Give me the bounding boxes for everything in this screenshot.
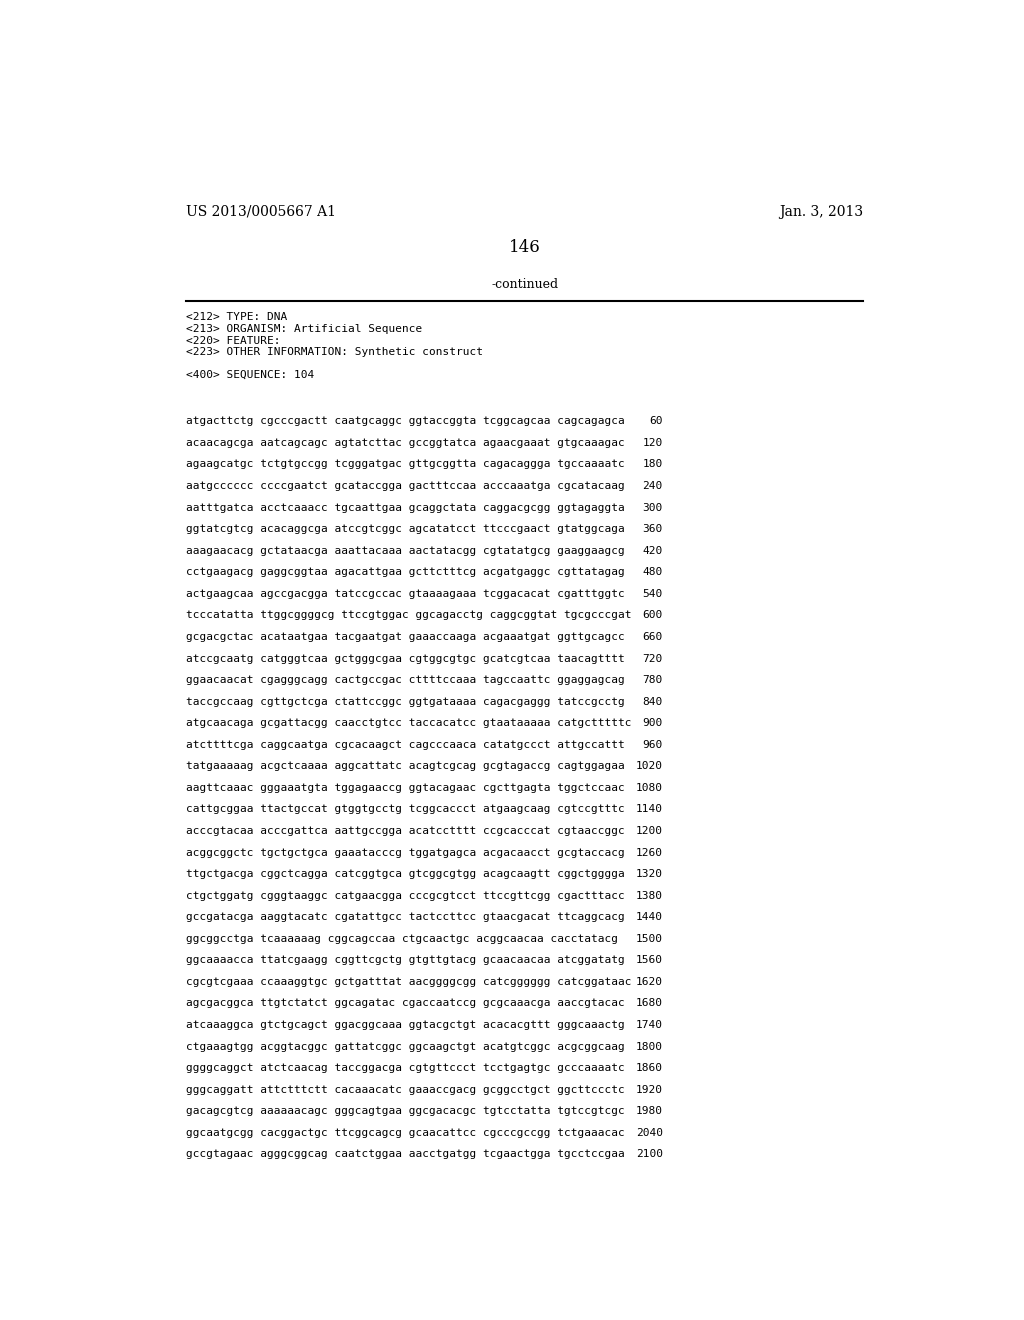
Text: agaagcatgc tctgtgccgg tcgggatgac gttgcggtta cagacaggga tgccaaaatc: agaagcatgc tctgtgccgg tcgggatgac gttgcgg… [186, 459, 625, 470]
Text: atcttttcga caggcaatga cgcacaagct cagcccaaca catatgccct attgccattt: atcttttcga caggcaatga cgcacaagct cagccca… [186, 739, 625, 750]
Text: 1620: 1620 [636, 977, 663, 987]
Text: 1260: 1260 [636, 847, 663, 858]
Text: 780: 780 [642, 675, 663, 685]
Text: aagttcaaac gggaaatgta tggagaaccg ggtacagaac cgcttgagta tggctccaac: aagttcaaac gggaaatgta tggagaaccg ggtacag… [186, 783, 625, 793]
Text: acccgtacaa acccgattca aattgccgga acatcctttt ccgcacccat cgtaaccggc: acccgtacaa acccgattca aattgccgga acatcct… [186, 826, 625, 836]
Text: acggcggctc tgctgctgca gaaatacccg tggatgagca acgacaacct gcgtaccacg: acggcggctc tgctgctgca gaaatacccg tggatga… [186, 847, 625, 858]
Text: gggcaggatt attctttctt cacaaacatc gaaaccgacg gcggcctgct ggcttccctc: gggcaggatt attctttctt cacaaacatc gaaaccg… [186, 1085, 625, 1094]
Text: taccgccaag cgttgctcga ctattccggc ggtgataaaa cagacgaggg tatccgcctg: taccgccaag cgttgctcga ctattccggc ggtgata… [186, 697, 625, 706]
Text: <212> TYPE: DNA: <212> TYPE: DNA [186, 313, 288, 322]
Text: 1860: 1860 [636, 1063, 663, 1073]
Text: 240: 240 [642, 480, 663, 491]
Text: ggcggcctga tcaaaaaag cggcagccaa ctgcaactgc acggcaacaa cacctatacg: ggcggcctga tcaaaaaag cggcagccaa ctgcaact… [186, 933, 618, 944]
Text: <213> ORGANISM: Artificial Sequence: <213> ORGANISM: Artificial Sequence [186, 323, 422, 334]
Text: 1080: 1080 [636, 783, 663, 793]
Text: <400> SEQUENCE: 104: <400> SEQUENCE: 104 [186, 370, 314, 380]
Text: Jan. 3, 2013: Jan. 3, 2013 [779, 205, 863, 219]
Text: 1740: 1740 [636, 1020, 663, 1030]
Text: gacagcgtcg aaaaaacagc gggcagtgaa ggcgacacgc tgtcctatta tgtccgtcgc: gacagcgtcg aaaaaacagc gggcagtgaa ggcgaca… [186, 1106, 625, 1117]
Text: actgaagcaa agccgacgga tatccgccac gtaaaagaaa tcggacacat cgatttggtc: actgaagcaa agccgacgga tatccgccac gtaaaag… [186, 589, 625, 599]
Text: 360: 360 [642, 524, 663, 535]
Text: 60: 60 [649, 416, 663, 426]
Text: 1020: 1020 [636, 762, 663, 771]
Text: atcaaaggca gtctgcagct ggacggcaaa ggtacgctgt acacacgttt gggcaaactg: atcaaaggca gtctgcagct ggacggcaaa ggtacgc… [186, 1020, 625, 1030]
Text: 540: 540 [642, 589, 663, 599]
Text: 1560: 1560 [636, 956, 663, 965]
Text: 1680: 1680 [636, 998, 663, 1008]
Text: 1500: 1500 [636, 933, 663, 944]
Text: 600: 600 [642, 610, 663, 620]
Text: 120: 120 [642, 438, 663, 447]
Text: acaacagcga aatcagcagc agtatcttac gccggtatca agaacgaaat gtgcaaagac: acaacagcga aatcagcagc agtatcttac gccggta… [186, 438, 625, 447]
Text: cattgcggaa ttactgccat gtggtgcctg tcggcaccct atgaagcaag cgtccgtttc: cattgcggaa ttactgccat gtggtgcctg tcggcac… [186, 804, 625, 814]
Text: ggcaaaacca ttatcgaagg cggttcgctg gtgttgtacg gcaacaacaa atcggatatg: ggcaaaacca ttatcgaagg cggttcgctg gtgttgt… [186, 956, 625, 965]
Text: US 2013/0005667 A1: US 2013/0005667 A1 [186, 205, 336, 219]
Text: ctgctggatg cgggtaaggc catgaacgga cccgcgtcct ttccgttcgg cgactttacc: ctgctggatg cgggtaaggc catgaacgga cccgcgt… [186, 891, 625, 900]
Text: agcgacggca ttgtctatct ggcagatac cgaccaatccg gcgcaaacga aaccgtacac: agcgacggca ttgtctatct ggcagatac cgaccaat… [186, 998, 625, 1008]
Text: ggggcaggct atctcaacag taccggacga cgtgttccct tcctgagtgc gcccaaaatc: ggggcaggct atctcaacag taccggacga cgtgttc… [186, 1063, 625, 1073]
Text: ctgaaagtgg acggtacggc gattatcggc ggcaagctgt acatgtcggc acgcggcaag: ctgaaagtgg acggtacggc gattatcggc ggcaagc… [186, 1041, 625, 1052]
Text: aatttgatca acctcaaacc tgcaattgaa gcaggctata caggacgcgg ggtagaggta: aatttgatca acctcaaacc tgcaattgaa gcaggct… [186, 503, 625, 512]
Text: 420: 420 [642, 545, 663, 556]
Text: gccgatacga aaggtacatc cgatattgcc tactccttcc gtaacgacat ttcaggcacg: gccgatacga aaggtacatc cgatattgcc tactcct… [186, 912, 625, 923]
Text: 660: 660 [642, 632, 663, 642]
Text: 180: 180 [642, 459, 663, 470]
Text: aaagaacacg gctataacga aaattacaaa aactatacgg cgtatatgcg gaaggaagcg: aaagaacacg gctataacga aaattacaaa aactata… [186, 545, 625, 556]
Text: 1920: 1920 [636, 1085, 663, 1094]
Text: ggaacaacat cgagggcagg cactgccgac cttttccaaa tagccaattc ggaggagcag: ggaacaacat cgagggcagg cactgccgac cttttcc… [186, 675, 625, 685]
Text: 1980: 1980 [636, 1106, 663, 1117]
Text: 2100: 2100 [636, 1150, 663, 1159]
Text: <220> FEATURE:: <220> FEATURE: [186, 335, 281, 346]
Text: 720: 720 [642, 653, 663, 664]
Text: gcgacgctac acataatgaa tacgaatgat gaaaccaaga acgaaatgat ggttgcagcc: gcgacgctac acataatgaa tacgaatgat gaaacca… [186, 632, 625, 642]
Text: 300: 300 [642, 503, 663, 512]
Text: atgacttctg cgcccgactt caatgcaggc ggtaccggta tcggcagcaa cagcagagca: atgacttctg cgcccgactt caatgcaggc ggtaccg… [186, 416, 625, 426]
Text: 1380: 1380 [636, 891, 663, 900]
Text: gccgtagaac agggcggcag caatctggaa aacctgatgg tcgaactgga tgcctccgaa: gccgtagaac agggcggcag caatctggaa aacctga… [186, 1150, 625, 1159]
Text: ggtatcgtcg acacaggcga atccgtcggc agcatatcct ttcccgaact gtatggcaga: ggtatcgtcg acacaggcga atccgtcggc agcatat… [186, 524, 625, 535]
Text: atccgcaatg catgggtcaa gctgggcgaa cgtggcgtgc gcatcgtcaa taacagtttt: atccgcaatg catgggtcaa gctgggcgaa cgtggcg… [186, 653, 625, 664]
Text: aatgcccccc ccccgaatct gcataccgga gactttccaa acccaaatga cgcatacaag: aatgcccccc ccccgaatct gcataccgga gactttc… [186, 480, 625, 491]
Text: tatgaaaaag acgctcaaaa aggcattatc acagtcgcag gcgtagaccg cagtggagaa: tatgaaaaag acgctcaaaa aggcattatc acagtcg… [186, 762, 625, 771]
Text: 1800: 1800 [636, 1041, 663, 1052]
Text: 480: 480 [642, 568, 663, 577]
Text: 146: 146 [509, 239, 541, 256]
Text: tcccatatta ttggcggggcg ttccgtggac ggcagacctg caggcggtat tgcgcccgat: tcccatatta ttggcggggcg ttccgtggac ggcaga… [186, 610, 632, 620]
Text: 1200: 1200 [636, 826, 663, 836]
Text: 2040: 2040 [636, 1127, 663, 1138]
Text: 1320: 1320 [636, 869, 663, 879]
Text: atgcaacaga gcgattacgg caacctgtcc taccacatcc gtaataaaaa catgctttttc: atgcaacaga gcgattacgg caacctgtcc taccaca… [186, 718, 632, 729]
Text: 1140: 1140 [636, 804, 663, 814]
Text: 840: 840 [642, 697, 663, 706]
Text: ttgctgacga cggctcagga catcggtgca gtcggcgtgg acagcaagtt cggctgggga: ttgctgacga cggctcagga catcggtgca gtcggcg… [186, 869, 625, 879]
Text: cctgaagacg gaggcggtaa agacattgaa gcttctttcg acgatgaggc cgttatagag: cctgaagacg gaggcggtaa agacattgaa gcttctt… [186, 568, 625, 577]
Text: ggcaatgcgg cacggactgc ttcggcagcg gcaacattcc cgcccgccgg tctgaaacac: ggcaatgcgg cacggactgc ttcggcagcg gcaacat… [186, 1127, 625, 1138]
Text: <223> OTHER INFORMATION: Synthetic construct: <223> OTHER INFORMATION: Synthetic const… [186, 347, 483, 356]
Text: 960: 960 [642, 739, 663, 750]
Text: cgcgtcgaaa ccaaaggtgc gctgatttat aacggggcgg catcgggggg catcggataac: cgcgtcgaaa ccaaaggtgc gctgatttat aacgggg… [186, 977, 632, 987]
Text: 1440: 1440 [636, 912, 663, 923]
Text: -continued: -continued [492, 277, 558, 290]
Text: 900: 900 [642, 718, 663, 729]
